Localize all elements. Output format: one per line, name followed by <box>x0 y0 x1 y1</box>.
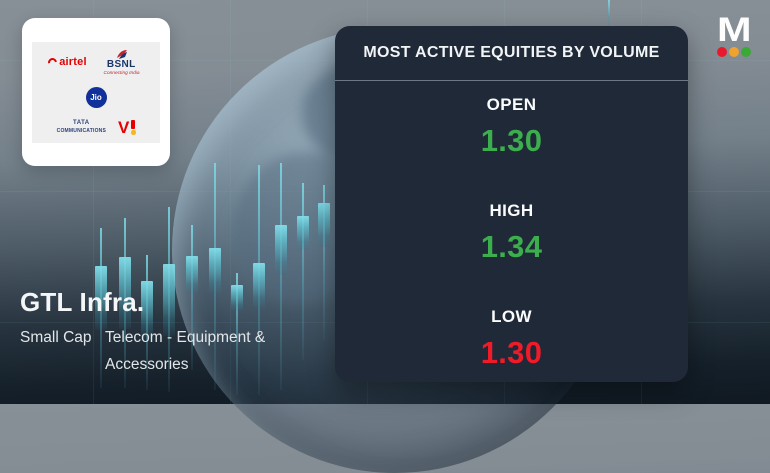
equity-stats-panel: MOST ACTIVE EQUITIES BY VOLUME OPEN 1.30… <box>335 26 688 382</box>
candle-body <box>186 256 198 294</box>
candle-wick <box>280 163 282 390</box>
stat-low: LOW 1.30 <box>481 307 543 371</box>
bsnl-logo: BSNL Connecting India <box>99 49 144 76</box>
logo-row-middle: Jio <box>85 86 107 108</box>
vi-logo: V <box>118 117 136 137</box>
bsnl-tagline: Connecting India <box>103 70 140 75</box>
bsnl-emblem-icon <box>116 49 127 59</box>
candle-wick <box>608 0 610 28</box>
logo-row-bottom: TATA COMMUNICATIONS V <box>57 119 136 136</box>
stat-low-label: LOW <box>491 307 532 326</box>
stat-open-label: OPEN <box>486 95 537 114</box>
airtel-logo: airtel <box>46 55 87 69</box>
brand-dot-red <box>717 47 727 57</box>
candle-body <box>275 225 287 275</box>
candle-wick <box>236 273 238 395</box>
panel-header: MOST ACTIVE EQUITIES BY VOLUME <box>335 26 688 81</box>
panel-title: MOST ACTIVE EQUITIES BY VOLUME <box>363 44 660 61</box>
stat-high-label: HIGH <box>489 201 534 220</box>
stat-high: HIGH 1.34 <box>481 201 543 265</box>
stat-high-value: 1.34 <box>480 229 543 264</box>
bsnl-wordmark: BSNL <box>106 58 136 70</box>
stat-open-value: 1.30 <box>480 123 543 158</box>
airtel-swoosh-icon <box>46 55 59 69</box>
telecom-logos-grid: airtel BSNL Connecting India Jio TATA CO… <box>32 41 160 143</box>
vi-exclamation-icon <box>131 119 136 135</box>
sector-label: Telecom - Equipment & Accessories <box>105 329 266 374</box>
candle-body <box>141 281 153 339</box>
candle-wick <box>302 183 304 360</box>
candle-body <box>163 264 175 336</box>
candle-body <box>95 266 107 330</box>
brand-dot-green <box>741 47 751 57</box>
tata-communications-wordmark: COMMUNICATIONS <box>56 127 107 134</box>
jio-wordmark: Jio <box>90 92 102 102</box>
candle-body <box>231 285 243 311</box>
jio-logo: Jio <box>85 86 107 108</box>
candle-body <box>209 248 221 294</box>
candle-wick <box>323 185 325 340</box>
market-cap-label: Small Cap <box>20 329 92 346</box>
candle-wick <box>191 225 193 370</box>
telecom-logos-card: airtel BSNL Connecting India Jio TATA CO… <box>22 18 170 166</box>
stat-open: OPEN 1.30 <box>481 95 543 159</box>
tata-communications-logo: TATA COMMUNICATIONS <box>57 120 106 134</box>
candlestick-chart-decoration <box>95 0 610 395</box>
brand-dots-icon <box>717 47 759 57</box>
marketfeed-brand-logo: M <box>717 11 759 57</box>
stat-low-value: 1.30 <box>480 335 543 370</box>
stock-name: GTL Infra. <box>20 287 145 317</box>
tata-wordmark: TATA <box>72 119 90 126</box>
stock-meta: Small Cap Telecom - Equipment & Accessor… <box>20 324 320 378</box>
candle-body <box>253 263 265 309</box>
vi-wordmark: V <box>118 117 130 137</box>
logo-row-top: airtel BSNL Connecting India <box>46 49 144 76</box>
candle-body <box>119 257 131 329</box>
brand-dot-orange <box>729 47 739 57</box>
airtel-wordmark: airtel <box>59 56 87 68</box>
brand-m-letter: M <box>717 11 752 49</box>
candle-body <box>318 203 330 247</box>
candle-body <box>297 216 309 250</box>
stats-list: OPEN 1.30 HIGH 1.34 LOW 1.30 <box>335 81 688 371</box>
